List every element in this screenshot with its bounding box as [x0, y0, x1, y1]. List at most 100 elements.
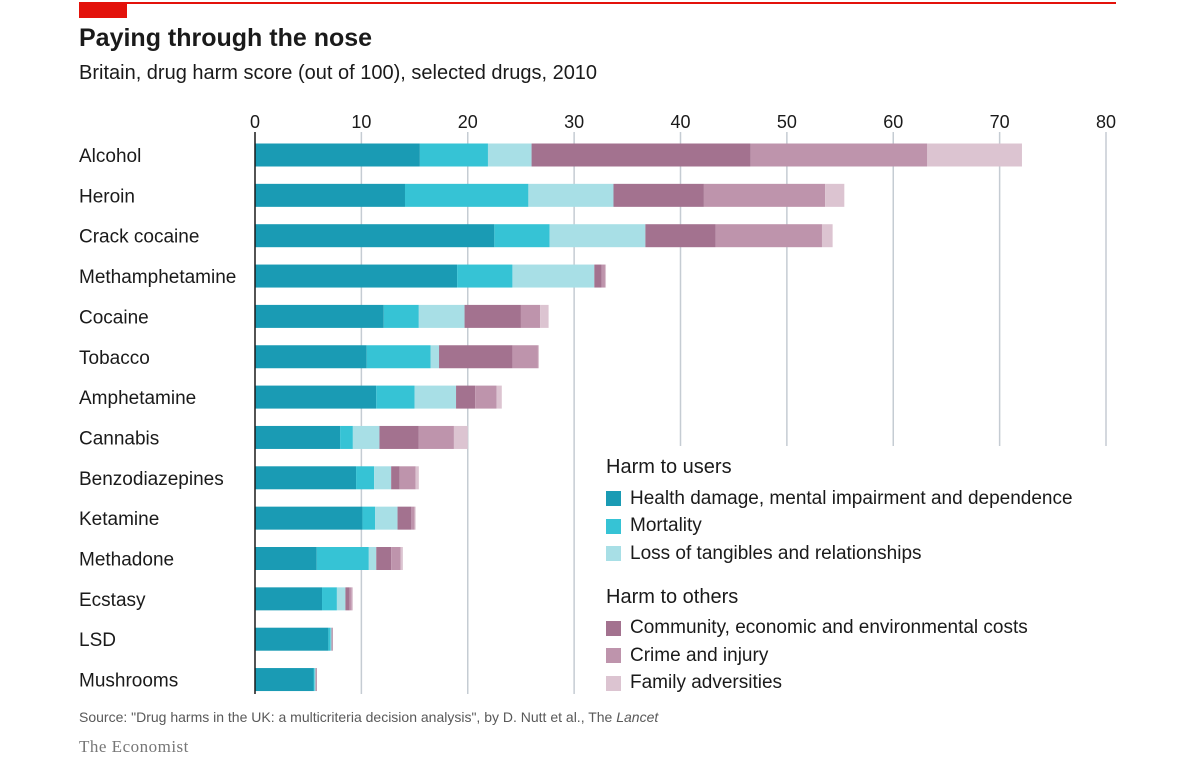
- bar-segment: [255, 304, 384, 328]
- bar-segment: [368, 547, 377, 570]
- category-label: Methamphetamine: [79, 267, 236, 288]
- bar-segment: [825, 183, 845, 207]
- category-label: Cannabis: [79, 428, 159, 449]
- category-label: Methadone: [79, 550, 174, 571]
- category-label: Ketamine: [79, 509, 159, 530]
- x-tick-label-50: 50: [777, 112, 797, 132]
- legend-label-community: Community, economic and environmental co…: [630, 617, 1028, 639]
- bar-segment: [537, 345, 540, 369]
- bar-segment: [512, 264, 595, 288]
- bar-segment: [362, 506, 376, 530]
- legend-group-title-users: Harm to users: [606, 456, 732, 478]
- bar-segment: [821, 224, 833, 248]
- bar-segment: [336, 587, 346, 611]
- bar-segment: [340, 425, 353, 449]
- bar-segment: [255, 224, 495, 248]
- bar-segment: [604, 264, 607, 288]
- bar-segment: [376, 385, 415, 409]
- category-label: Heroin: [79, 186, 135, 207]
- bar-segment: [750, 143, 928, 167]
- bar-segment: [512, 345, 538, 369]
- legend-swatch-community: [606, 620, 621, 636]
- bar-segment: [391, 466, 400, 490]
- category-label: Alcohol: [79, 146, 141, 167]
- bar-segment: [594, 264, 602, 288]
- legend-label-family: Family adversities: [630, 672, 783, 694]
- bar-segment: [531, 143, 751, 167]
- category-label: LSD: [79, 630, 116, 651]
- bar-segment: [549, 224, 646, 248]
- bar-segment: [475, 385, 497, 409]
- bar-segment: [313, 668, 315, 692]
- x-tick-label-30: 30: [564, 112, 584, 132]
- top-red-rule: [79, 2, 1116, 4]
- bar-segment: [601, 264, 605, 288]
- legend-swatch-mortality: [606, 518, 621, 534]
- bar-segment: [255, 466, 357, 490]
- bar-segment: [430, 345, 440, 369]
- bar-segment: [255, 345, 367, 369]
- legend-item-community: Community, economic and environmental co…: [606, 615, 1146, 643]
- bar-segment: [374, 466, 392, 490]
- bar-segment: [255, 385, 377, 409]
- source-journal: Lancet: [616, 709, 659, 725]
- source-text: Source: "Drug harms in the UK: a multicr…: [79, 709, 617, 725]
- bar-segment: [703, 183, 826, 207]
- category-label: Crack cocaine: [79, 227, 199, 248]
- source-note: Source: "Drug harms in the UK: a multicr…: [79, 709, 658, 725]
- bar-segment: [376, 547, 392, 570]
- bar-segment: [356, 466, 375, 490]
- bar-segment: [375, 506, 398, 530]
- bar-segment: [255, 506, 363, 530]
- bar-segment: [453, 425, 468, 449]
- bar-segment: [457, 264, 513, 288]
- bar-segment: [520, 304, 541, 328]
- legend-swatch-family: [606, 675, 621, 691]
- bar-segment: [315, 668, 317, 692]
- legend-item-mortality: Mortality: [606, 513, 1146, 541]
- legend-swatch-tangibles: [606, 546, 621, 562]
- chart-title: Paying through the nose: [79, 24, 373, 52]
- category-label: Ecstasy: [79, 590, 146, 611]
- bar-segment: [414, 506, 416, 530]
- x-tick-label-20: 20: [458, 112, 478, 132]
- bar-segment: [255, 425, 341, 449]
- bar-segment: [379, 425, 419, 449]
- bar-segment: [411, 506, 415, 530]
- bar-segment: [496, 385, 502, 409]
- bar-segment: [316, 547, 369, 570]
- legend-item-tangibles: Loss of tangibles and relationships: [606, 540, 1146, 568]
- category-label: Benzodiazepines: [79, 469, 224, 490]
- publisher-brand: The Economist: [79, 737, 189, 756]
- legend-item-health: Health damage, mental impairment and dep…: [606, 485, 1146, 513]
- category-label: Amphetamine: [79, 388, 196, 409]
- legend-group-title-others: Harm to others: [606, 585, 739, 608]
- category-labels: Alcohol Heroin Crack cocaine Methamphetamin…: [79, 146, 236, 692]
- bar-segment: [419, 143, 488, 167]
- bar-segment: [415, 466, 419, 490]
- x-tick-label-60: 60: [883, 112, 903, 132]
- bar-segment: [645, 224, 716, 248]
- legend-label-crime: Crime and injury: [630, 644, 769, 666]
- category-label: Tobacco: [79, 348, 150, 369]
- bar-segment: [383, 304, 419, 328]
- x-tick-label-70: 70: [990, 112, 1010, 132]
- legend-item-family: Family adversities: [606, 670, 1146, 698]
- x-tick-label-10: 10: [351, 112, 371, 132]
- bar-segment: [328, 627, 331, 651]
- bar-segment: [399, 466, 416, 490]
- legend-swatch-crime: [606, 648, 621, 664]
- bar-segment: [397, 506, 412, 530]
- legend-label-tangibles: Loss of tangibles and relationships: [630, 542, 922, 564]
- bar-segment: [400, 547, 403, 570]
- bar-segment: [528, 183, 614, 207]
- x-tick-label-80: 80: [1096, 112, 1116, 132]
- chart-subtitle: Britain, drug harm score (out of 100), s…: [79, 62, 598, 84]
- bar-segment: [255, 143, 420, 167]
- bars: [254, 132, 1022, 694]
- bar-segment: [255, 547, 317, 570]
- bar-segment: [349, 587, 352, 611]
- category-label: Cocaine: [79, 307, 149, 328]
- category-label: Mushrooms: [79, 671, 178, 692]
- bar-segment: [456, 385, 476, 409]
